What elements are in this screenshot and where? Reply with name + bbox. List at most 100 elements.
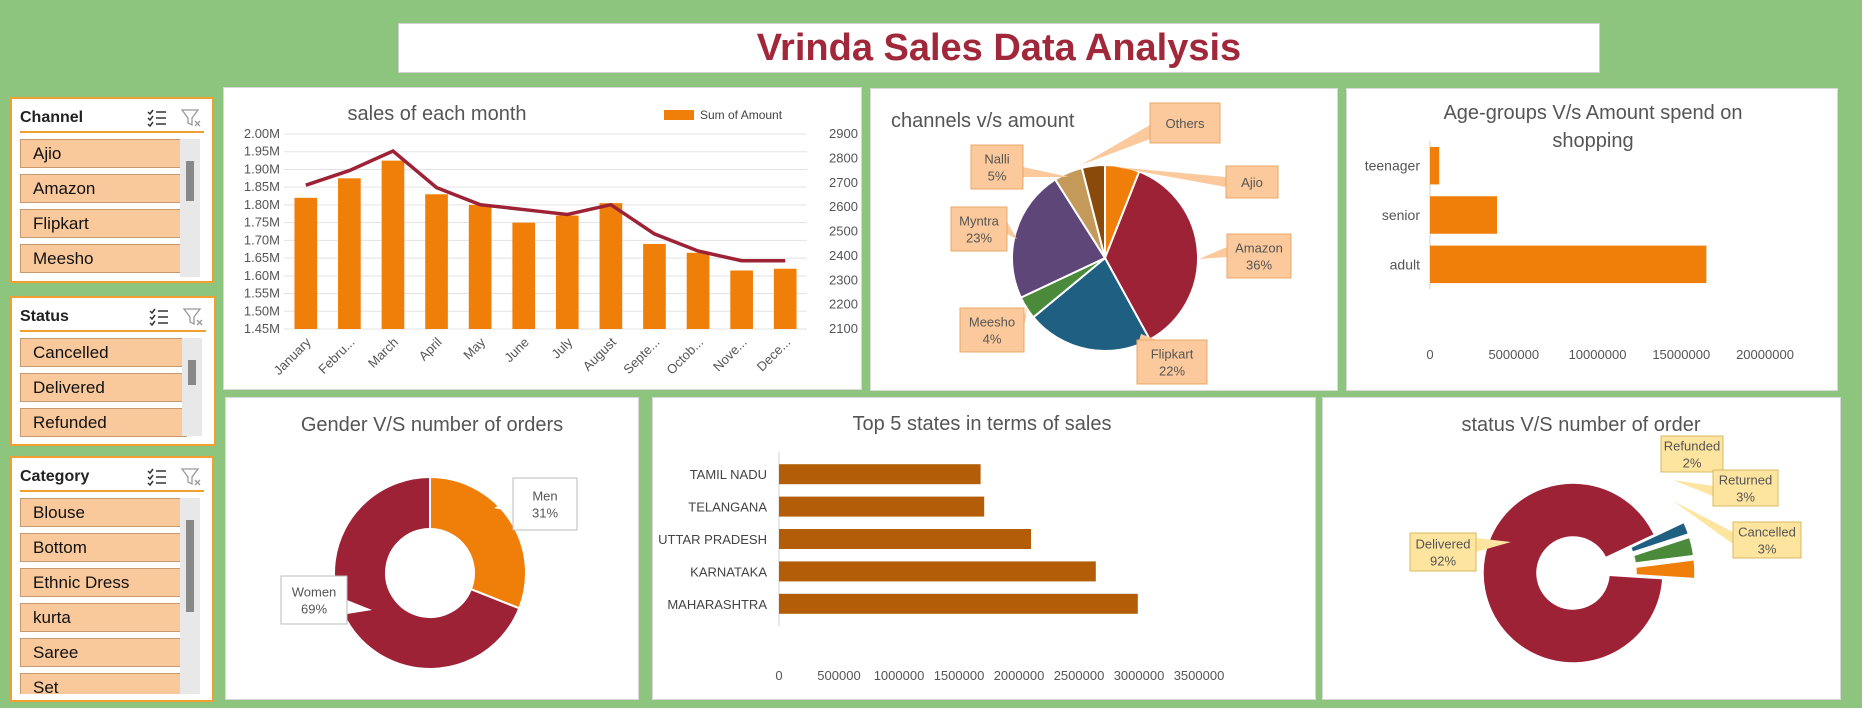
gender-donut-chart: Gender V/S number of orders Men 31% Women 69… (280, 414, 578, 670)
x-tick-label: 10000000 (1569, 347, 1627, 362)
x-tick-label: Febru... (315, 335, 357, 377)
callout-amazon-box (1226, 233, 1292, 279)
slicer-item-blouse[interactable]: Blouse (20, 498, 187, 527)
bar-august (599, 203, 623, 329)
y-tick-label: MAHARASHTRA (667, 597, 767, 612)
slicer-item-flipkart[interactable]: Flipkart (20, 209, 187, 238)
top-states-chart-panel: Top 5 states in terms of sales TAMIL NADU… (652, 397, 1316, 700)
donut-slice-men (429, 475, 527, 610)
dashboard-title: Vrinda Sales Data Analysis (756, 26, 1242, 69)
multi-select-icon[interactable] (146, 107, 168, 129)
donut-slice-cancelled (1634, 558, 1696, 580)
x-tick-label: 1500000 (934, 668, 985, 683)
status-donut-chart-panel: status V/S number of order Refunded 2% Retu… (1322, 397, 1841, 700)
callout-meesho-value: 4% (983, 332, 1002, 347)
status-slicer-scrollbar[interactable] (182, 338, 202, 436)
x-tick-label: 3000000 (1114, 668, 1165, 683)
pie-slice-others (1080, 163, 1106, 259)
slicer-item-ajio[interactable]: Ajio (20, 139, 187, 168)
callout-refunded-box (1660, 435, 1724, 473)
channel-slicer-title: Channel (20, 109, 84, 126)
x-tick-label: Dece... (754, 335, 794, 375)
callout-women-value: 69% (301, 602, 327, 617)
scrollbar-thumb[interactable] (188, 360, 196, 385)
x-tick-label: 3500000 (1174, 668, 1225, 683)
x-tick-label: May (460, 334, 488, 362)
slicer-item-saree[interactable]: Saree (20, 638, 187, 667)
callout-returned-box (1712, 469, 1779, 507)
x-tick-label: March (365, 335, 401, 371)
slicer-item-refunded[interactable]: Refunded (20, 408, 187, 437)
bar-dece (773, 268, 797, 329)
slicer-item-amazon[interactable]: Amazon (20, 174, 187, 203)
slicer-item-set[interactable]: Set (20, 673, 187, 694)
callout-flipkart-box (1136, 339, 1208, 385)
x-tick-label: January (271, 334, 315, 378)
slicer-item-cancelled[interactable]: Cancelled (20, 338, 187, 367)
callout-amazon-label: Amazon (1235, 241, 1283, 256)
y-tick-label: 1.65M (244, 250, 280, 265)
callout-cancelled-value: 3% (1758, 542, 1777, 557)
x-tick-label: 0 (1426, 347, 1433, 362)
bar-uttar-pradesh (779, 529, 1031, 549)
bar-septe (643, 243, 666, 329)
scrollbar-thumb[interactable] (186, 161, 194, 201)
callout-nalli-pointer (1023, 167, 1069, 177)
callout-myntra-value: 23% (966, 231, 992, 246)
chart-title: Gender V/S number of orders (301, 414, 563, 436)
chart-title: sales of each month (348, 103, 527, 125)
chart-title: Top 5 states in terms of sales (852, 413, 1111, 435)
callout-flipkart-value: 22% (1159, 364, 1185, 379)
slicer-item-bottom[interactable]: Bottom (20, 533, 187, 562)
x-tick-label: June (501, 335, 532, 366)
y-tick-label: 1.85M (244, 179, 280, 194)
callout-myntra-pointer (1007, 222, 1017, 239)
bar-adult (1430, 245, 1707, 284)
series-line-orders (305, 149, 786, 263)
donut-slice-refunded (1629, 521, 1690, 554)
channel-slicer-items: Ajio Amazon Flipkart Meesho (20, 139, 187, 279)
category-slicer-scrollbar[interactable] (180, 498, 200, 694)
callout-others-pointer (1081, 125, 1150, 165)
slicer-item-meesho[interactable]: Meesho (20, 244, 187, 273)
bar-nove (730, 270, 753, 329)
category-slicer-header: Category (20, 464, 204, 492)
callout-amazon-value: 36% (1246, 258, 1272, 273)
bar-senior (1430, 196, 1497, 234)
y-tick-label: teenager (1365, 158, 1421, 174)
donut-slice-returned (1632, 536, 1695, 564)
channel-slicer-scrollbar[interactable] (180, 139, 200, 277)
slicer-item-ethnic-dress[interactable]: Ethnic Dress (20, 568, 187, 597)
y2-tick-label: 2300 (829, 272, 858, 287)
x-tick-label: August (580, 334, 619, 373)
clear-filter-icon[interactable] (182, 306, 204, 328)
x-tick-label: 15000000 (1652, 347, 1710, 362)
slicer-item-kurta[interactable]: kurta (20, 603, 187, 632)
bar-july (555, 215, 579, 329)
y-tick-label: TELANGANA (688, 500, 767, 515)
status-slicer-header: Status (20, 304, 206, 332)
y-tick-label: 1.70M (244, 232, 280, 247)
multi-select-icon[interactable] (146, 466, 168, 488)
category-slicer-title: Category (20, 468, 90, 485)
status-slicer: Status Cancelled Delivered Refunded (10, 296, 216, 446)
y-tick-label: 1.55M (244, 286, 280, 301)
bar-octob (686, 252, 710, 329)
age-group-chart-panel: Age-groups V/s Amount spend on shopping te… (1346, 88, 1838, 391)
clear-filter-icon[interactable] (180, 466, 202, 488)
y2-tick-label: 2900 (829, 126, 858, 141)
pie-slice-myntra (1011, 178, 1107, 299)
slicer-item-delivered[interactable]: Delivered (20, 373, 187, 402)
y-tick-label: UTTAR PRADESH (658, 532, 767, 547)
callout-cancelled-label: Cancelled (1738, 525, 1796, 540)
y2-tick-label: 2200 (829, 297, 858, 312)
y2-tick-label: 2500 (829, 224, 858, 239)
scrollbar-thumb[interactable] (186, 520, 194, 612)
clear-filter-icon[interactable] (180, 107, 202, 129)
y-tick-label: 1.60M (244, 268, 280, 283)
multi-select-icon[interactable] (148, 306, 170, 328)
x-tick-label: 2500000 (1054, 668, 1105, 683)
donut-slice-delivered (1482, 482, 1664, 664)
bar-april (425, 194, 448, 329)
